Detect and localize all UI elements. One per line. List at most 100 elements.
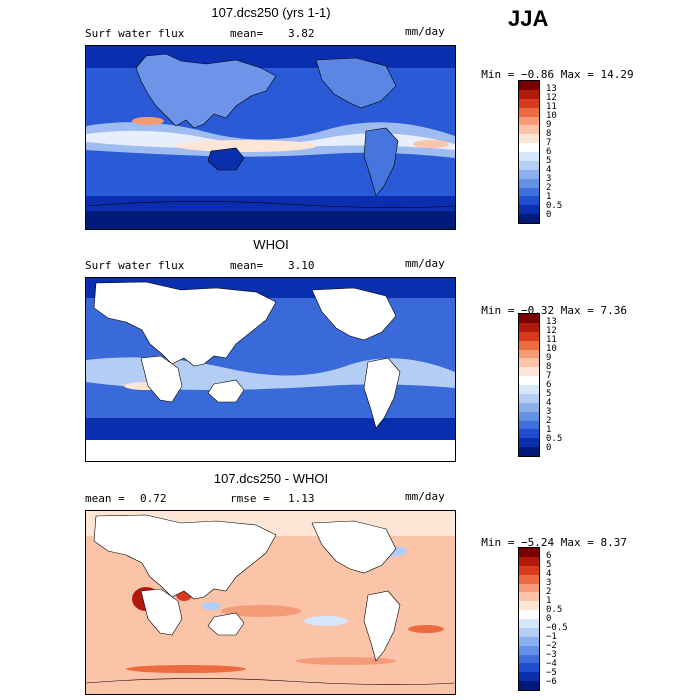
colorbar-swatch bbox=[519, 196, 539, 206]
colorbar-swatch bbox=[519, 89, 539, 99]
colorbar-swatch bbox=[519, 420, 539, 430]
colorbar-swatch bbox=[519, 169, 539, 179]
colorbar-tick-label: 2 bbox=[546, 182, 552, 193]
colorbar-tick-label: 3 bbox=[546, 577, 552, 588]
panel1-minmax: Min = −0.86 Max = 14.29 bbox=[468, 55, 634, 81]
colorbar-tick-label: 6 bbox=[546, 379, 552, 390]
colorbar-swatch bbox=[519, 601, 539, 611]
colorbar-swatch bbox=[519, 81, 539, 90]
colorbar-swatch bbox=[519, 116, 539, 126]
panel2-colorbar bbox=[518, 313, 540, 457]
colorbar-swatch bbox=[519, 574, 539, 584]
panel2-variable: Surf water flux bbox=[85, 259, 185, 272]
colorbar-tick-label: 2 bbox=[546, 415, 552, 426]
colorbar-tick-label: 1 bbox=[546, 191, 552, 202]
panel1-variable: Surf water flux bbox=[85, 27, 185, 40]
colorbar-swatch bbox=[519, 402, 539, 412]
colorbar-tick-label: 4 bbox=[546, 568, 552, 579]
colorbar-swatch bbox=[519, 672, 539, 682]
colorbar-tick-label: −3 bbox=[546, 649, 557, 660]
colorbar-tick-label: 9 bbox=[546, 119, 552, 130]
colorbar-tick-label: −0.5 bbox=[546, 622, 568, 633]
panel3-minmax: Min = −5.24 Max = 8.37 bbox=[468, 523, 627, 549]
colorbar-swatch bbox=[519, 610, 539, 619]
colorbar-swatch bbox=[519, 160, 539, 170]
colorbar-tick-label: 9 bbox=[546, 352, 552, 363]
colorbar-tick-label: 6 bbox=[546, 146, 552, 157]
panel3-max-label: Max = bbox=[560, 536, 594, 549]
colorbar-swatch bbox=[519, 619, 539, 628]
colorbar-tick-label: 2 bbox=[546, 586, 552, 597]
colorbar-tick-label: 0 bbox=[546, 209, 552, 220]
panel3-colorbar bbox=[518, 547, 540, 691]
colorbar-tick-label: 5 bbox=[546, 388, 552, 399]
colorbar-tick-label: 7 bbox=[546, 137, 552, 148]
colorbar-swatch bbox=[519, 385, 539, 394]
colorbar-tick-label: −2 bbox=[546, 640, 557, 651]
colorbar-swatch bbox=[519, 152, 539, 161]
panel3-mean-label: mean = bbox=[85, 492, 125, 505]
colorbar-swatch bbox=[519, 556, 539, 566]
panel1-colorbar-labels: 13 12 11 10 9 8 7 6 5 4 3 2 1 0.5 0 bbox=[546, 80, 576, 224]
colorbar-tick-label: 13 bbox=[546, 316, 557, 327]
colorbar-swatch bbox=[519, 438, 539, 448]
colorbar-swatch bbox=[519, 143, 539, 152]
panel2-min-label: Min = bbox=[481, 304, 515, 317]
colorbar-swatch bbox=[519, 592, 539, 602]
colorbar-tick-label: 12 bbox=[546, 325, 557, 336]
panel2-minmax: Min = −0.32 Max = 7.36 bbox=[468, 291, 627, 317]
colorbar-swatch bbox=[519, 331, 539, 341]
colorbar-swatch bbox=[519, 214, 539, 223]
colorbar-swatch bbox=[519, 205, 539, 215]
colorbar-swatch bbox=[519, 627, 539, 637]
colorbar-tick-label: 1 bbox=[546, 424, 552, 435]
colorbar-swatch bbox=[519, 349, 539, 359]
colorbar-swatch bbox=[519, 565, 539, 575]
colorbar-swatch bbox=[519, 98, 539, 108]
panel1-max-value: 14.29 bbox=[600, 68, 634, 81]
colorbar-swatch bbox=[519, 125, 539, 135]
panel1-min-label: Min = bbox=[481, 68, 515, 81]
colorbar-swatch bbox=[519, 393, 539, 403]
season-label: JJA bbox=[508, 6, 549, 31]
panel3-rmse-value: 1.13 bbox=[288, 492, 315, 505]
colorbar-swatch bbox=[519, 376, 539, 385]
panel3-max-value: 8.37 bbox=[600, 536, 628, 549]
panel2-max-value: 7.36 bbox=[600, 304, 628, 317]
colorbar-tick-label: 11 bbox=[546, 334, 557, 345]
colorbar-tick-label: 3 bbox=[546, 173, 552, 184]
panel1-colorbar bbox=[518, 80, 540, 224]
panel2-colorbar-labels: 13 12 11 10 9 8 7 6 5 4 3 2 1 0.5 0 bbox=[546, 313, 576, 457]
colorbar-tick-label: 6 bbox=[546, 550, 552, 561]
colorbar-tick-label: −1 bbox=[546, 631, 557, 642]
panel3-mean-value: 0.72 bbox=[140, 492, 167, 505]
colorbar-tick-label: −6 bbox=[546, 676, 557, 687]
colorbar-tick-label: 0.5 bbox=[546, 604, 563, 615]
panel3-units: mm/day bbox=[405, 490, 445, 503]
colorbar-tick-label: −5 bbox=[546, 667, 557, 678]
panel3-map bbox=[85, 510, 456, 695]
colorbar-swatch bbox=[519, 681, 539, 690]
colorbar-swatch bbox=[519, 322, 539, 332]
panel1-min-value: −0.86 bbox=[521, 68, 555, 81]
colorbar-swatch bbox=[519, 636, 539, 646]
colorbar-swatch bbox=[519, 429, 539, 439]
colorbar-swatch bbox=[519, 411, 539, 421]
colorbar-tick-label: 4 bbox=[546, 397, 552, 408]
colorbar-swatch bbox=[519, 654, 539, 664]
panel1-mean-value: 3.82 bbox=[288, 27, 315, 40]
colorbar-tick-label: 13 bbox=[546, 83, 557, 94]
colorbar-swatch bbox=[519, 178, 539, 188]
colorbar-tick-label: 0.5 bbox=[546, 200, 563, 211]
colorbar-tick-label: 7 bbox=[546, 370, 552, 381]
panel2-title: WHOI bbox=[253, 237, 289, 252]
colorbar-swatch bbox=[519, 447, 539, 456]
colorbar-swatch bbox=[519, 663, 539, 673]
colorbar-swatch bbox=[519, 314, 539, 323]
colorbar-swatch bbox=[519, 548, 539, 557]
colorbar-swatch bbox=[519, 358, 539, 368]
panel2-mean-value: 3.10 bbox=[288, 259, 315, 272]
panel3-colorbar-labels: 6 5 4 3 2 1 0.5 0 −0.5 −1 −2 −3 −4 −5 −6 bbox=[546, 547, 580, 691]
colorbar-tick-label: 8 bbox=[546, 361, 552, 372]
panel1-map bbox=[85, 45, 456, 230]
